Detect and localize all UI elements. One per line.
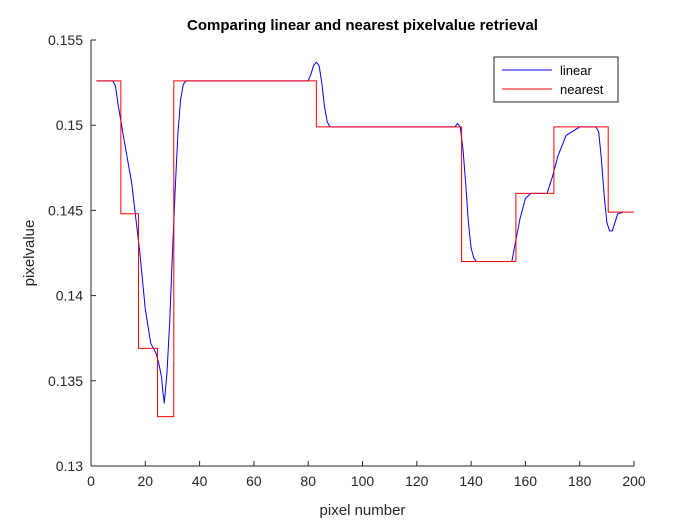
y-tick-label: 0.14 bbox=[56, 288, 83, 304]
y-tick-label: 0.15 bbox=[56, 117, 83, 133]
x-tick-label: 140 bbox=[459, 473, 483, 489]
y-tick-label: 0.145 bbox=[48, 202, 83, 218]
x-tick-label: 100 bbox=[351, 473, 375, 489]
y-tick-label: 0.135 bbox=[48, 373, 83, 389]
y-tick-label: 0.155 bbox=[48, 32, 83, 48]
legend-label-nearest: nearest bbox=[560, 82, 604, 97]
x-tick-label: 40 bbox=[192, 473, 208, 489]
x-tick-label: 0 bbox=[87, 473, 95, 489]
x-tick-label: 180 bbox=[568, 473, 592, 489]
x-tick-label: 20 bbox=[138, 473, 154, 489]
x-tick-label: 80 bbox=[300, 473, 316, 489]
plot-area bbox=[91, 40, 634, 466]
legend: linear nearest bbox=[493, 56, 619, 103]
plot-lines bbox=[96, 61, 634, 418]
y-axis-ticks: 0.13 0.135 0.14 0.145 0.15 0.155 bbox=[48, 32, 96, 474]
x-axis-label: pixel number bbox=[320, 502, 406, 519]
x-axis-ticks: 0 20 40 60 80 100 120 140 160 180 200 bbox=[87, 461, 646, 489]
x-tick-label: 160 bbox=[514, 473, 538, 489]
series-line-nearest bbox=[96, 80, 634, 418]
y-tick-label: 0.13 bbox=[56, 458, 83, 474]
x-tick-label: 60 bbox=[246, 473, 262, 489]
x-tick-label: 120 bbox=[405, 473, 429, 489]
y-axis-label: pixelvalue bbox=[21, 220, 38, 287]
legend-box bbox=[493, 56, 619, 103]
x-tick-label: 200 bbox=[622, 473, 646, 489]
legend-label-linear: linear bbox=[560, 63, 592, 78]
chart-title: Comparing linear and nearest pixelvalue … bbox=[187, 17, 538, 34]
